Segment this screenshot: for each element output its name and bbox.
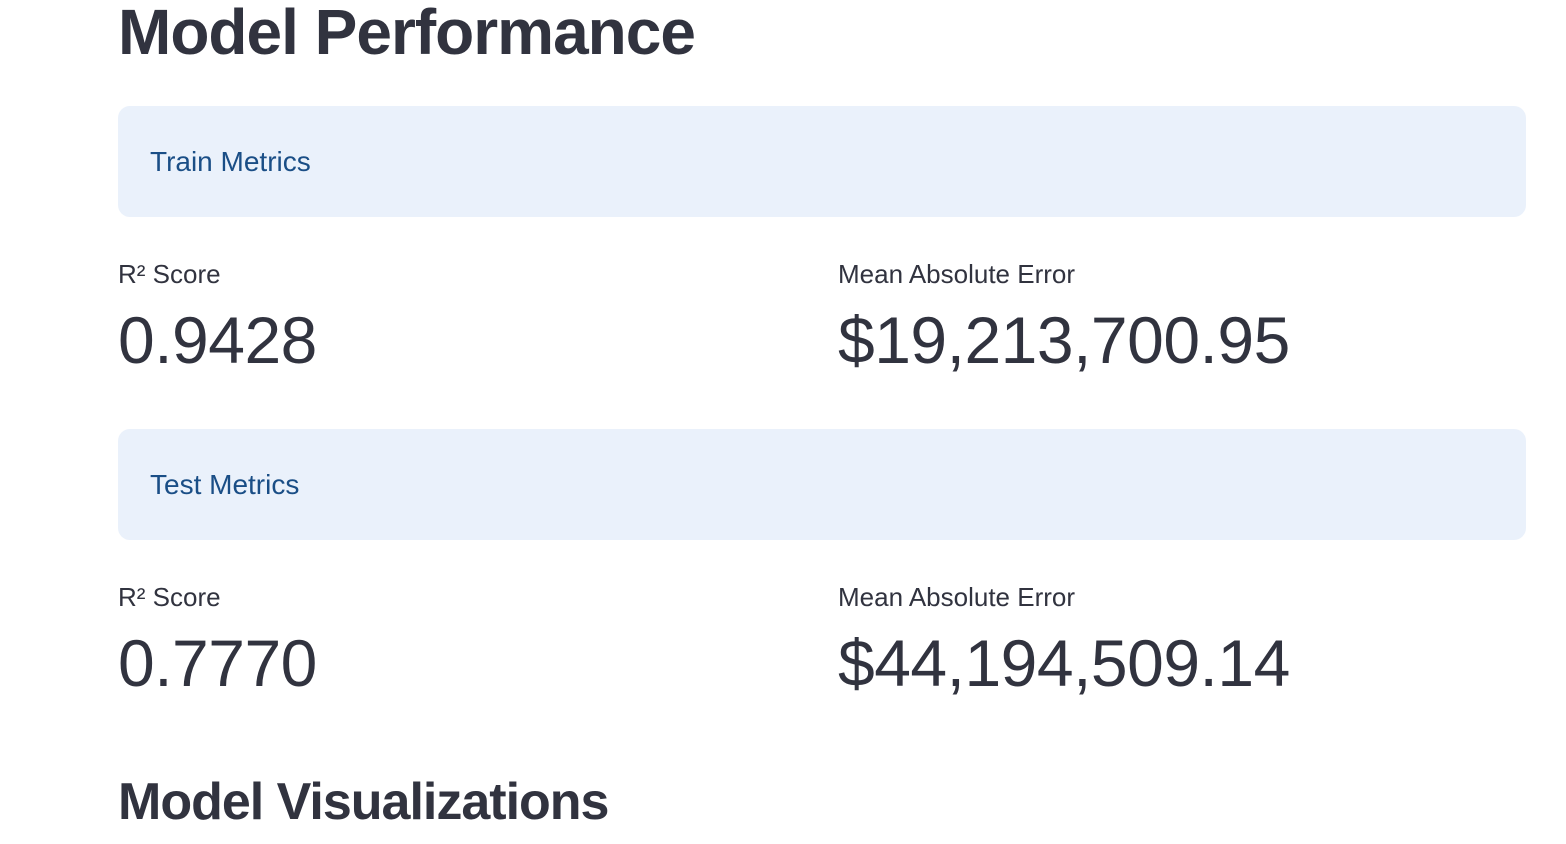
train-r2-value: 0.9428: [118, 303, 317, 377]
visualizations-heading: Model Visualizations: [118, 773, 609, 831]
train-mae-label: Mean Absolute Error: [838, 259, 1076, 289]
test-metrics-banner: Test Metrics: [118, 429, 1526, 540]
train-metrics-header: Train Metrics: [150, 146, 311, 177]
train-r2-label: R² Score: [118, 259, 221, 289]
train-mae-value: $19,213,700.95: [838, 303, 1290, 377]
test-metrics-header: Test Metrics: [150, 469, 300, 500]
page-title: Model Performance: [118, 0, 696, 68]
test-mae-label: Mean Absolute Error: [838, 582, 1076, 612]
train-metrics-banner: Train Metrics: [118, 106, 1526, 217]
test-r2-label: R² Score: [118, 582, 221, 612]
test-mae-value: $44,194,509.14: [838, 626, 1290, 700]
test-r2-value: 0.7770: [118, 626, 317, 700]
